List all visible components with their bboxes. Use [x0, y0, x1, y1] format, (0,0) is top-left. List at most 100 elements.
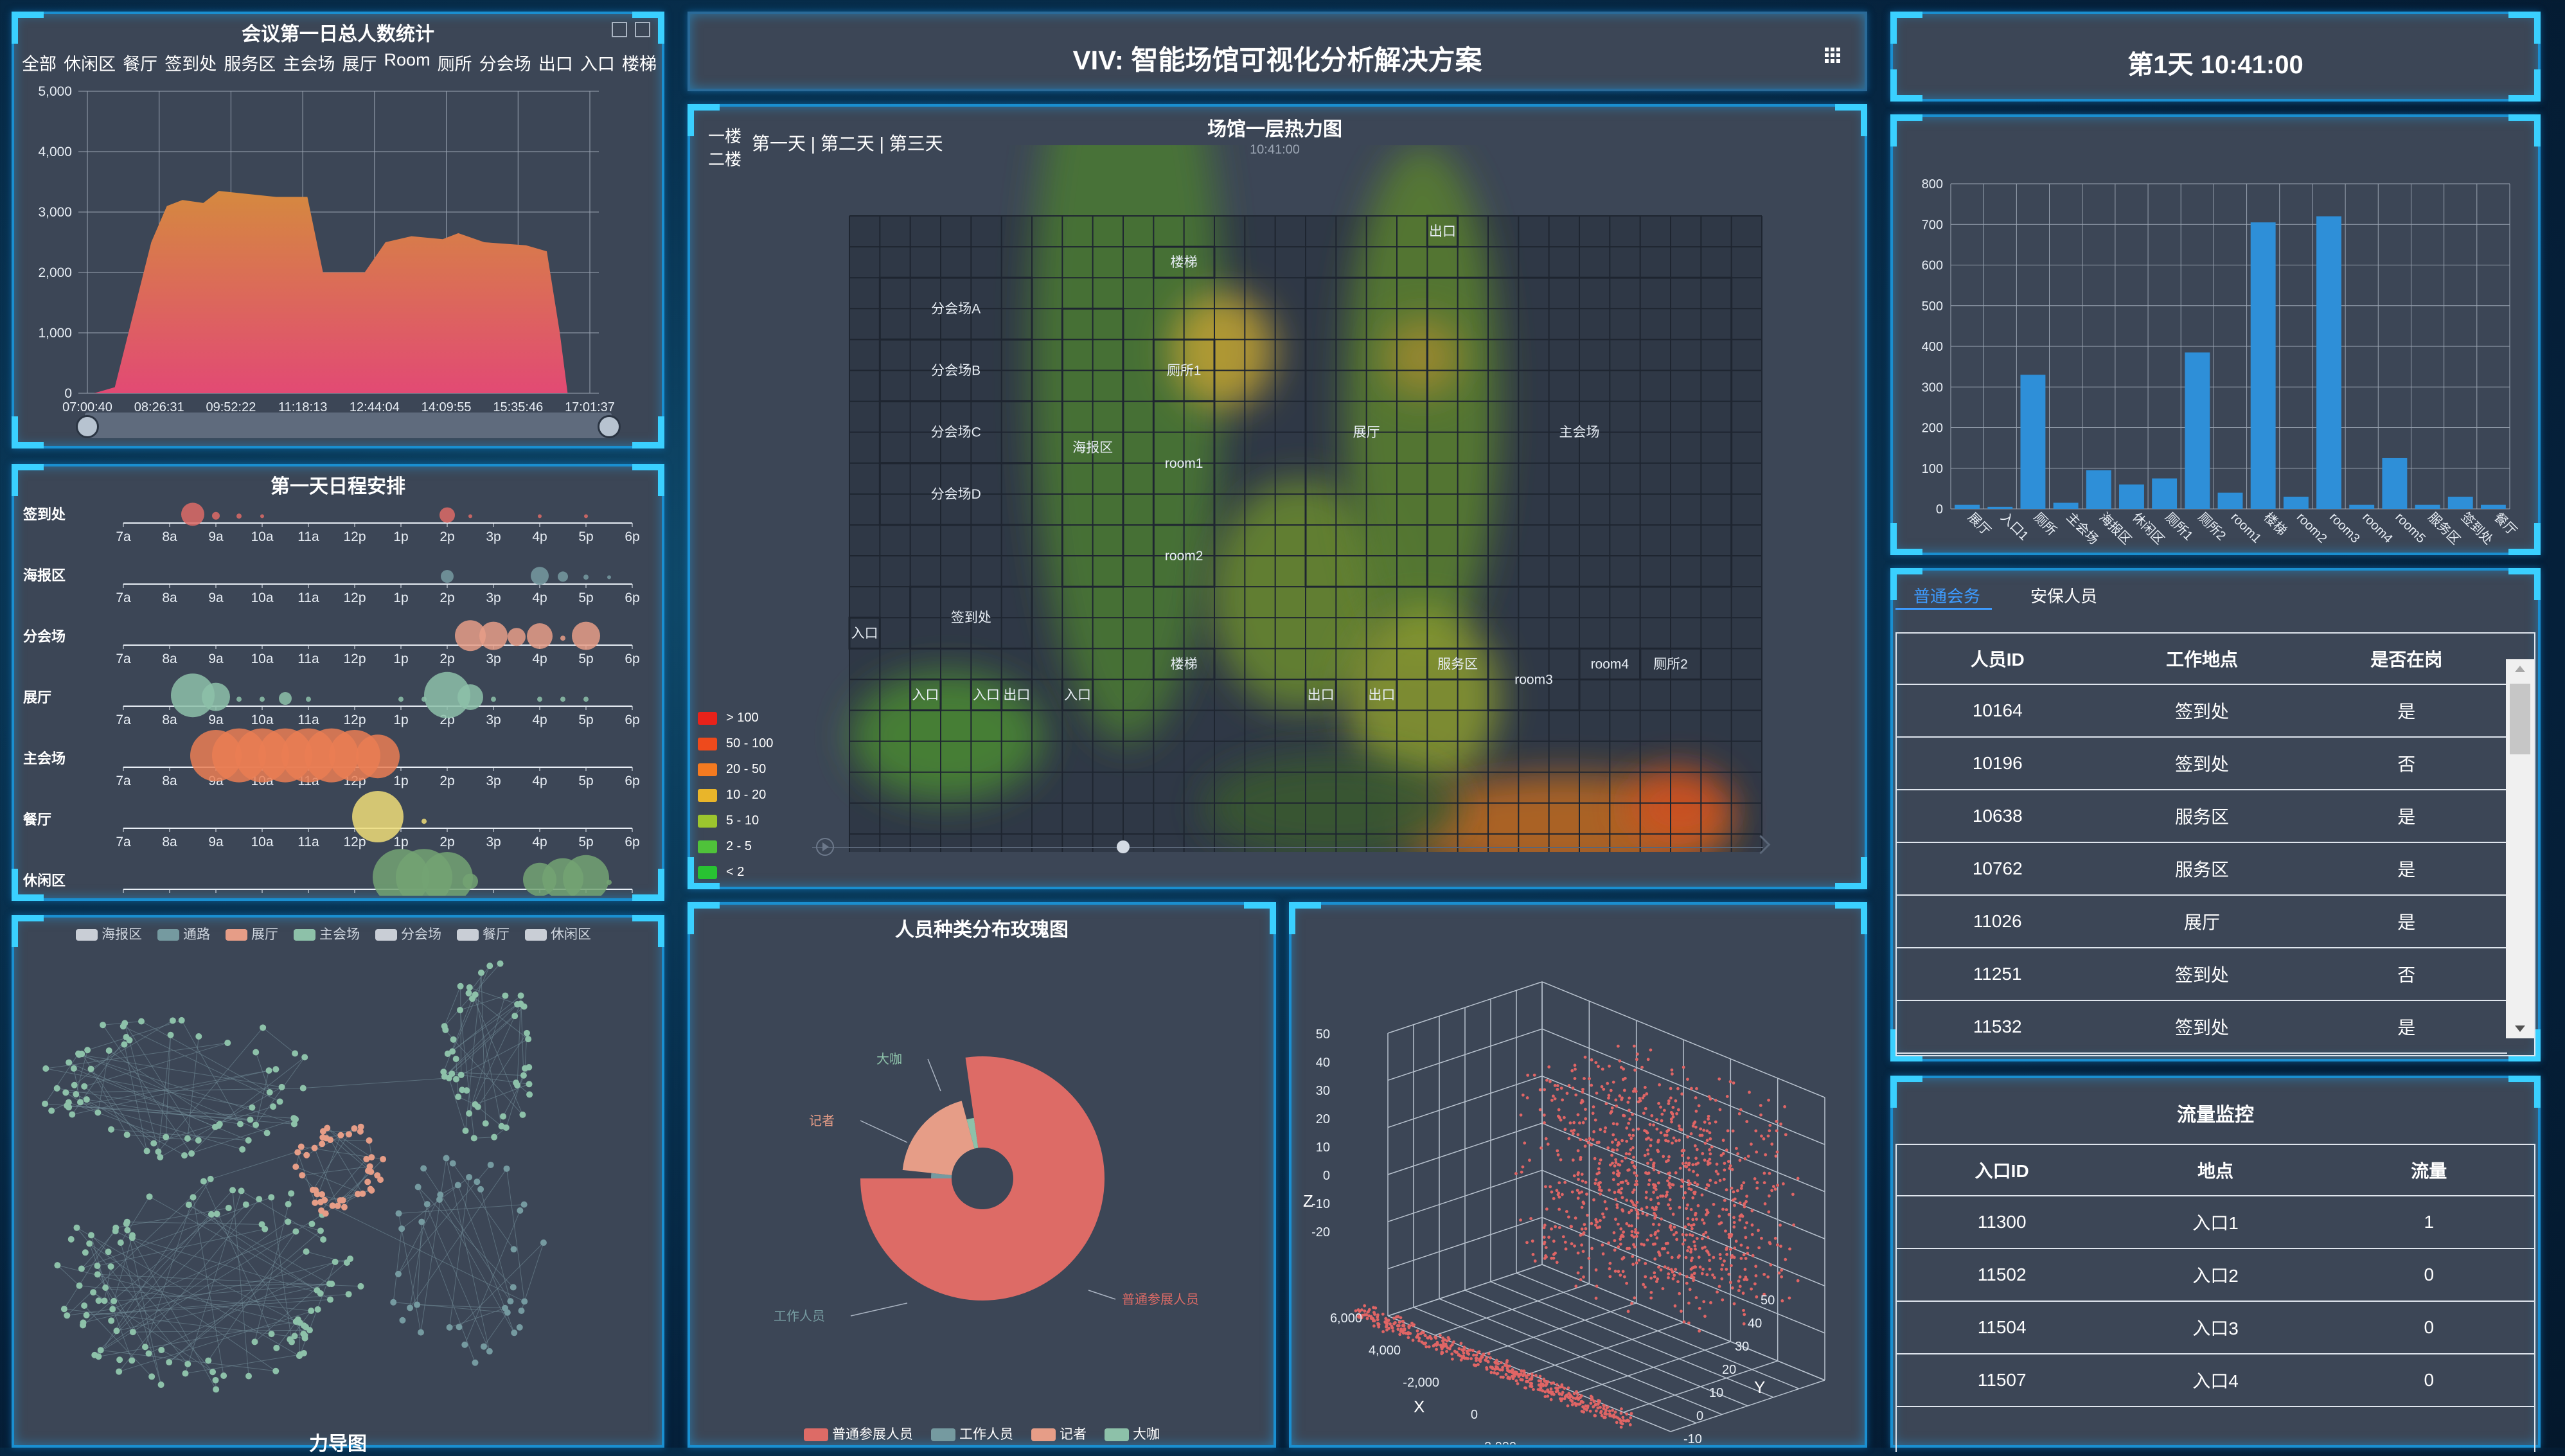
table-row[interactable]: 11619room否: [1897, 1053, 2507, 1056]
tab-regular-staff[interactable]: 普通会务: [1913, 583, 1980, 607]
save-icon[interactable]: [635, 22, 650, 37]
grid-menu-icon[interactable]: [1825, 48, 1840, 63]
area-legend-item[interactable]: 签到处: [164, 50, 217, 75]
play-button[interactable]: [816, 838, 834, 856]
schedule-hour-label: 7a: [116, 652, 131, 666]
restore-icon[interactable]: [612, 22, 627, 37]
s3d-point: [1665, 1193, 1669, 1196]
rose-legend-item[interactable]: 大咖: [1105, 1424, 1160, 1443]
area-legend-item[interactable]: 主会场: [283, 50, 335, 75]
force-node: [124, 1227, 130, 1234]
zoom-handle-right[interactable]: [598, 415, 621, 438]
staff-header-cell[interactable]: 工作地点: [2099, 634, 2306, 684]
s3d-point: [1725, 1248, 1728, 1251]
s3d-point: [1678, 1292, 1681, 1295]
s3d-point: [1780, 1268, 1783, 1272]
flow-header-cell[interactable]: 地点: [2107, 1145, 2323, 1196]
flow-header-cell[interactable]: 流量: [2324, 1145, 2534, 1196]
rose-legend-item[interactable]: 记者: [1031, 1424, 1087, 1443]
heat-legend-item[interactable]: 2 - 5: [698, 839, 773, 854]
s3d-point: [1485, 1366, 1488, 1369]
area-legend-item[interactable]: 厕所: [438, 50, 472, 75]
area-legend-item[interactable]: 服务区: [224, 50, 276, 75]
scrollbar[interactable]: [2506, 659, 2534, 1038]
s3d-point: [1622, 1256, 1626, 1259]
heat-legend-item[interactable]: 20 - 50: [698, 762, 773, 777]
force-node: [514, 1082, 520, 1088]
area-legend-item[interactable]: Room: [384, 50, 430, 75]
area-legend-item[interactable]: 休闲区: [64, 50, 116, 75]
timeline-handle[interactable]: [1117, 840, 1130, 853]
heat-legend-item[interactable]: 50 - 100: [698, 736, 773, 751]
scroll-down-icon[interactable]: [2515, 1025, 2525, 1032]
force-node: [521, 1202, 528, 1208]
force-legend-item[interactable]: 通路: [157, 924, 210, 943]
heat-legend-item[interactable]: 5 - 10: [698, 813, 773, 828]
scroll-up-icon[interactable]: [2515, 666, 2525, 672]
force-legend-item[interactable]: 餐厅: [457, 924, 510, 943]
area-legend-item[interactable]: 餐厅: [123, 50, 157, 75]
schedule-row-label: 分会场: [23, 628, 66, 644]
s3d-point: [1633, 1069, 1637, 1072]
s3d-point: [1729, 1248, 1732, 1251]
timeline[interactable]: [812, 847, 1763, 848]
flow-header-cell[interactable]: 入口ID: [1897, 1145, 2107, 1196]
s3d-point: [1469, 1349, 1472, 1352]
s3d-point: [1451, 1358, 1454, 1361]
s3d-point: [1637, 1216, 1640, 1220]
tab-security-staff[interactable]: 安保人员: [2030, 583, 2097, 607]
force-legend-item[interactable]: 展厅: [226, 924, 278, 943]
force-node: [461, 1342, 468, 1348]
zoom-slider[interactable]: [85, 413, 612, 438]
force-legend-item[interactable]: 主会场: [294, 924, 360, 943]
staff-header-cell[interactable]: 人员ID: [1897, 634, 2099, 684]
force-legend-item[interactable]: 休闲区: [525, 924, 591, 943]
force-link: [46, 1069, 252, 1108]
floor-1-tab[interactable]: 一楼: [708, 123, 741, 147]
schedule-bubble: [583, 697, 589, 702]
s3d-point: [1668, 1176, 1671, 1180]
area-legend-item[interactable]: 展厅: [342, 50, 377, 75]
heat-legend-item[interactable]: < 2: [698, 865, 773, 880]
area-legend-item[interactable]: 楼梯: [622, 50, 657, 75]
rose-legend-item[interactable]: 工作人员: [931, 1424, 1013, 1443]
force-link: [423, 1168, 510, 1301]
area-legend-item[interactable]: 分会场: [479, 50, 531, 75]
staff-header-cell[interactable]: 是否在岗: [2306, 634, 2508, 684]
s3d-point: [1739, 1275, 1742, 1279]
zoom-handle-left[interactable]: [76, 415, 99, 438]
area-legend-item[interactable]: 全部: [22, 50, 57, 75]
rose-legend-item[interactable]: 普通参展人员: [804, 1424, 913, 1443]
heat-legend-item[interactable]: 10 - 20: [698, 788, 773, 803]
s3d-y-label: Y: [1754, 1378, 1765, 1397]
s3d-point: [1538, 1380, 1541, 1383]
s3d-point: [1590, 1395, 1593, 1398]
force-legend-item[interactable]: 分会场: [375, 924, 441, 943]
s3d-point: [1604, 1126, 1607, 1130]
s3d-point: [1753, 1177, 1757, 1180]
s3d-point: [1584, 1181, 1588, 1184]
area-legend-item[interactable]: 出口: [538, 50, 573, 75]
scroll-thumb[interactable]: [2510, 684, 2530, 754]
force-legend-item[interactable]: 海报区: [76, 924, 142, 943]
force-node: [455, 1094, 461, 1100]
area-legend-item[interactable]: 入口: [580, 50, 615, 75]
s3d-point: [1559, 1399, 1563, 1403]
s3d-point: [1628, 1224, 1631, 1227]
s3d-point: [1673, 1137, 1676, 1140]
s3d-point: [1619, 1418, 1622, 1421]
heat-legend-item[interactable]: > 100: [698, 711, 773, 725]
